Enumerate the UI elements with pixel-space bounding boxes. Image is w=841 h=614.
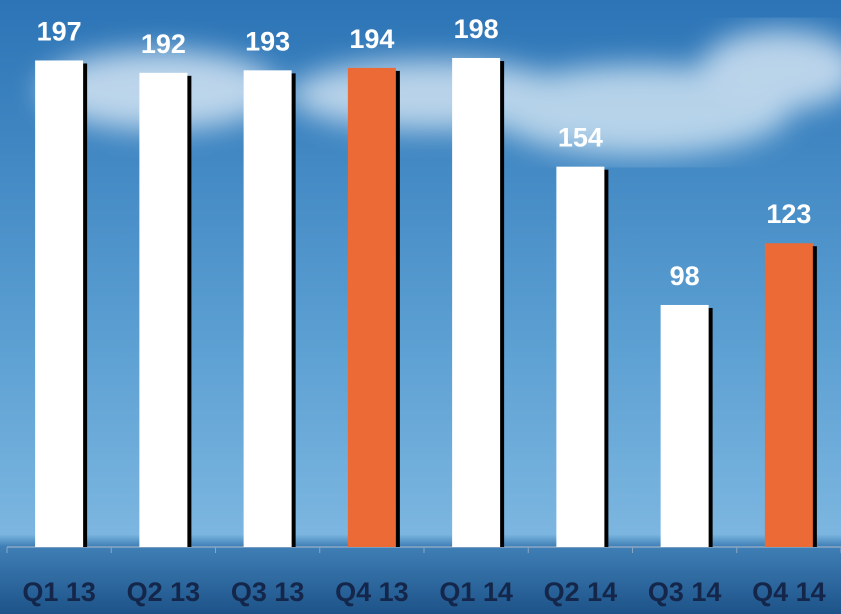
value-label: 194	[349, 24, 394, 54]
bar	[347, 67, 396, 547]
value-label: 192	[141, 29, 186, 59]
x-tick-label: Q4 13	[335, 577, 409, 607]
value-label: 98	[670, 261, 700, 291]
bar	[35, 60, 84, 547]
bar	[764, 243, 813, 547]
x-tick-label: Q2 14	[544, 577, 618, 607]
bar	[556, 166, 605, 547]
x-tick-label: Q1 13	[22, 577, 96, 607]
x-tick-label: Q2 13	[127, 577, 201, 607]
value-label: 123	[766, 199, 811, 229]
bar	[660, 304, 709, 547]
x-tick-label: Q3 14	[648, 577, 722, 607]
value-label: 193	[245, 26, 290, 56]
value-label: 197	[37, 16, 82, 46]
x-tick-label: Q4 14	[752, 577, 826, 607]
bar	[243, 70, 292, 548]
value-label: 198	[454, 14, 499, 44]
x-tick-label: Q3 13	[231, 577, 305, 607]
bar	[452, 58, 501, 547]
x-tick-label: Q1 14	[439, 577, 513, 607]
value-label: 154	[558, 123, 603, 153]
bar	[139, 72, 188, 548]
plot: 197 Q1 13 192 Q2 13 193 Q3 13 194 Q4 13 198 Q1 14…	[6, 14, 841, 607]
